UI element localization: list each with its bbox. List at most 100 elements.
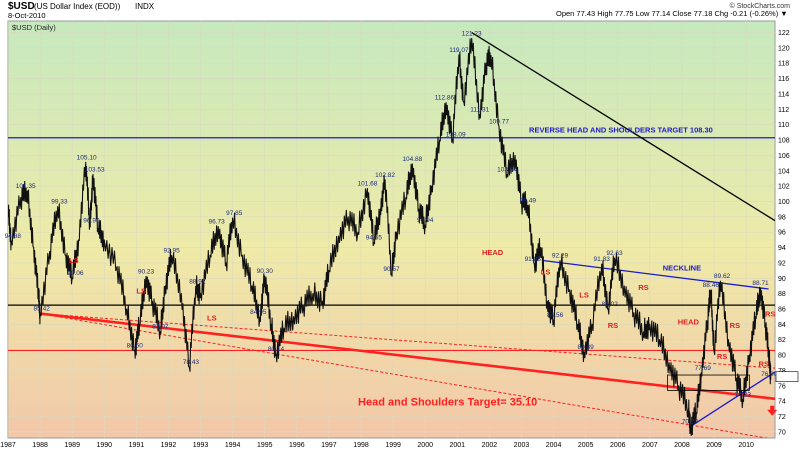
peak-value-label: 90.06 (67, 270, 84, 277)
pattern-label: RS (717, 352, 727, 361)
pattern-label: RS (638, 283, 648, 292)
y-tick-label: 120 (778, 45, 790, 52)
peak-value-label: 99.33 (51, 199, 68, 206)
y-tick-label: 90 (778, 276, 786, 283)
header-date: 8-Oct-2010 (8, 11, 46, 20)
y-tick-label: 70 (778, 429, 786, 436)
neckline (543, 259, 769, 290)
marker-layer (667, 371, 799, 416)
y-tick-label: 80 (778, 353, 786, 360)
y-tick-label: 74 (778, 399, 786, 406)
current-price-tag (775, 371, 799, 383)
x-tick-label: 2001 (449, 442, 465, 449)
peak-value-label: 94.65 (366, 235, 383, 242)
pattern-label: LS (136, 287, 146, 296)
y-tick-label: 84 (778, 322, 786, 329)
y-tick-label: 92 (778, 260, 786, 267)
peak-value-label: 80.60 (127, 342, 144, 349)
pattern-label: RS (759, 360, 769, 369)
peak-value-label: 86.02 (602, 301, 619, 308)
peak-value-label: 99.49 (520, 197, 537, 204)
label-layer: 101.35 94.88 85.42 99.33 90.06 105.10 103.53 96… (5, 30, 778, 425)
upper-dashed-trendline (40, 313, 775, 369)
peak-value-label: 90.30 (257, 268, 274, 275)
y-tick-label: 96 (778, 230, 786, 237)
peak-value-label: 104.88 (402, 156, 422, 163)
x-tick-label: 2010 (738, 442, 754, 449)
peak-value-label: 121.23 (462, 30, 482, 37)
y-tick-label: 72 (778, 414, 786, 421)
peak-value-label: 92.95 (164, 248, 181, 255)
peak-value-label: 97.85 (226, 210, 243, 217)
y-tick-label: 110 (778, 122, 789, 129)
peak-value-label: 108.09 (446, 131, 466, 138)
peak-value-label: 105.10 (77, 154, 97, 161)
x-tick-label: 1991 (129, 442, 145, 449)
peak-value-label: 112.86 (435, 95, 455, 102)
x-tick-label: 1988 (32, 442, 48, 449)
peak-value-label: 88.92 (189, 279, 206, 286)
peak-value-label: 90.57 (383, 266, 400, 273)
x-tick-label: 1990 (96, 442, 112, 449)
pattern-label: RS (730, 321, 740, 330)
price-box-marker (667, 374, 750, 391)
peak-value-label: 77.69 (695, 365, 712, 372)
axis-layer: 7072747678808284868890929496981001021041… (0, 30, 790, 449)
y-tick-label: 76 (778, 383, 786, 390)
peak-value-label: 89.62 (714, 273, 731, 280)
pattern-label: LS (207, 314, 217, 323)
y-tick-label: 118 (778, 61, 789, 68)
peak-value-label: 102.82 (375, 172, 395, 179)
peak-value-label: 80.14 (268, 346, 285, 353)
header-exchange: INDX (135, 2, 155, 11)
peak-value-label: 90.23 (138, 268, 155, 275)
x-tick-label: 2003 (514, 442, 530, 449)
y-tick-label: 98 (778, 214, 786, 221)
peak-value-label: 88.71 (752, 280, 769, 287)
x-tick-label: 2002 (482, 442, 498, 449)
peak-value-label: 88.46 (703, 282, 720, 289)
x-tick-label: 1995 (257, 442, 273, 449)
x-tick-label: 1996 (289, 442, 305, 449)
peak-value-label: 119.07 (449, 47, 469, 54)
main-trendline (39, 312, 775, 401)
peak-value-label: 111.31 (470, 107, 489, 114)
y-tick-label: 100 (778, 199, 790, 206)
plot-area (7, 20, 776, 439)
peak-value-label: 78.43 (183, 359, 200, 366)
y-tick-label: 86 (778, 306, 786, 313)
y-tick-label: 108 (778, 138, 790, 145)
pattern-label: LS (541, 267, 551, 276)
peak-value-label: 74.23 (735, 391, 752, 398)
x-tick-label: 1999 (385, 442, 401, 449)
peak-value-label: 70.70 (682, 418, 699, 425)
peak-value-label: 80.39 (578, 344, 595, 351)
peak-value-label: 96.73 (208, 219, 225, 226)
x-tick-label: 1987 (0, 442, 16, 449)
peak-value-label: 91.88 (525, 256, 542, 263)
y-tick-label: 112 (778, 107, 789, 114)
peak-value-label: 101.68 (357, 181, 377, 188)
down-arrow-icon (767, 405, 778, 416)
y-tick-label: 114 (778, 91, 789, 98)
y-tick-label: 94 (778, 245, 786, 252)
x-tick-label: 2009 (706, 442, 722, 449)
price-series-line (8, 37, 772, 437)
x-tick-label: 1992 (161, 442, 177, 449)
x-tick-label: 2005 (578, 442, 594, 449)
pattern-label: LS (579, 290, 589, 299)
pattern-label: RS (765, 310, 775, 319)
peak-value-label: 101.35 (16, 183, 36, 190)
pattern-label: HEAD (678, 317, 700, 326)
header-ohlc: Open 77.43 High 77.75 Low 77.14 Close 77… (556, 9, 788, 18)
lower-dashed-trendline (40, 313, 769, 438)
peak-value-label: 91.83 (594, 256, 611, 263)
peak-value-label: 84.95 (250, 309, 267, 316)
header-symbol: $USD (8, 1, 35, 12)
x-tick-label: 1989 (64, 442, 80, 449)
downtrend-line (471, 31, 775, 222)
source-credit: © StockCharts.com (730, 2, 791, 10)
x-tick-label: 1993 (193, 442, 209, 449)
